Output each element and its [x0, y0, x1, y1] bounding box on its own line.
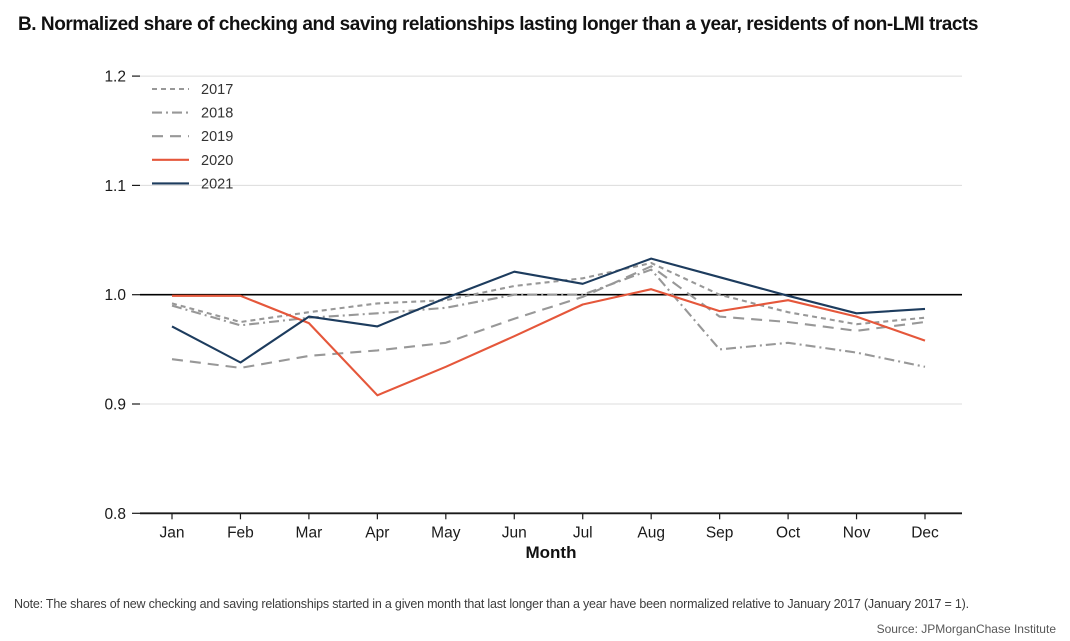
- chart-title: B. Normalized share of checking and savi…: [18, 14, 978, 35]
- x-tick-label: Oct: [776, 524, 801, 541]
- series-line-2018: [171, 268, 926, 368]
- series-line-2020: [172, 288, 926, 397]
- y-tick-label: 1.1: [104, 178, 126, 195]
- legend-label-2019: 2019: [201, 129, 233, 145]
- legend-label-2020: 2020: [201, 153, 233, 169]
- legend-label-2018: 2018: [201, 106, 233, 122]
- series-line-2021: [171, 257, 926, 364]
- series-line-2019: [171, 265, 926, 369]
- legend-label-2017: 2017: [201, 82, 233, 98]
- x-tick-label: Apr: [365, 524, 389, 541]
- x-axis-title: Month: [525, 543, 577, 562]
- y-tick-label: 0.8: [104, 506, 126, 523]
- x-tick-label: Feb: [227, 524, 254, 541]
- x-tick-label: Aug: [637, 524, 665, 541]
- y-tick-label: 1.0: [104, 287, 126, 304]
- x-tick-label: Jan: [160, 524, 185, 541]
- source-credit: Source: JPMorganChase Institute: [876, 622, 1056, 636]
- x-tick-label: Dec: [911, 524, 939, 541]
- x-tick-label: Mar: [296, 524, 323, 541]
- line-chart: 0.8 0.9 1.0 1.1 1.2 Jan Feb Mar Apr May Jun Jul Aug S…: [104, 69, 962, 541]
- legend-label-2021: 2021: [201, 176, 233, 192]
- x-tick-label: Nov: [843, 524, 871, 541]
- x-tick-label: Jul: [573, 524, 593, 541]
- x-tick-label: Sep: [706, 524, 734, 541]
- x-tick-label: Jun: [502, 524, 527, 541]
- series-line-2017: [171, 261, 926, 326]
- x-tick-label: May: [431, 524, 461, 541]
- y-tick-label: 1.2: [104, 69, 126, 86]
- footnote: Note: The shares of new checking and sav…: [14, 597, 969, 611]
- y-tick-label: 0.9: [104, 397, 126, 414]
